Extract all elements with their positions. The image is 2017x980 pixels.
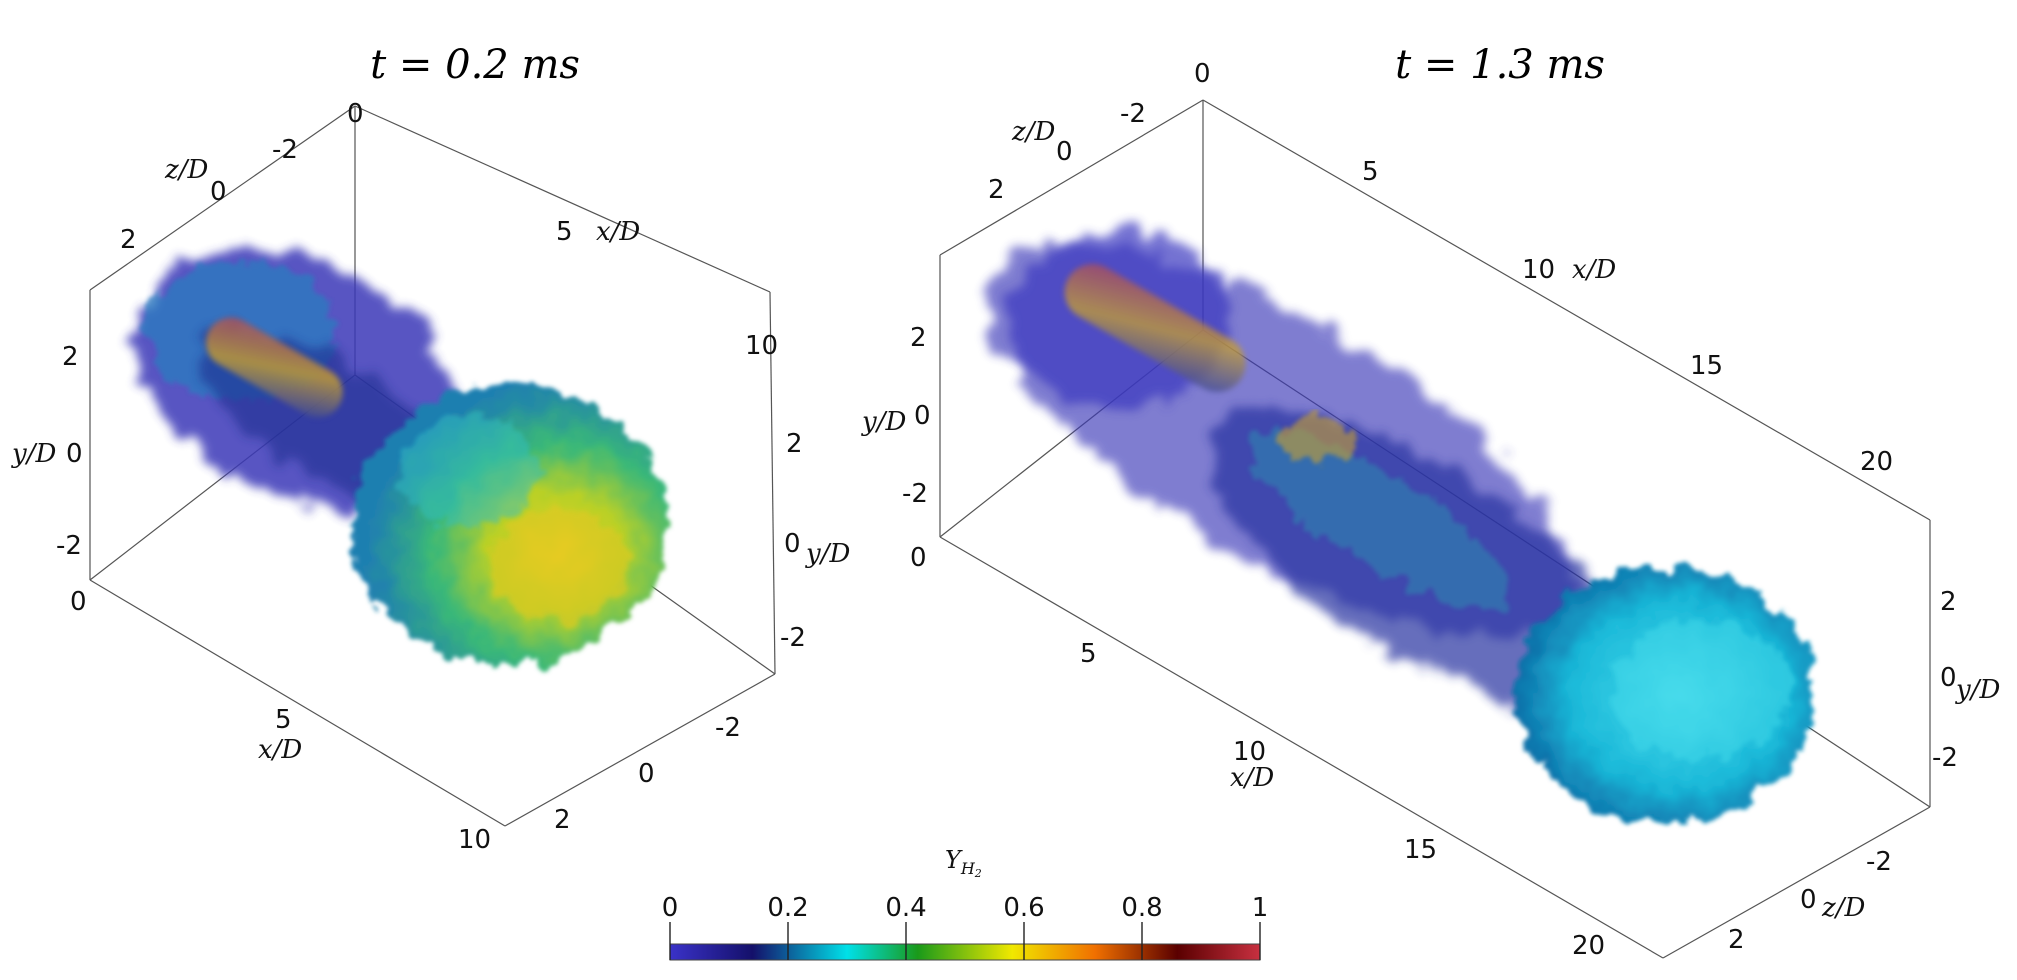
left-y-left-tick: -2 <box>56 531 82 561</box>
colorbar-ticks: 0 0.2 0.4 0.6 0.8 1 <box>662 893 1269 960</box>
left-x-top-axis: 5 x/D 10 <box>556 217 778 361</box>
left-z-bottom-tick: 2 <box>554 805 571 835</box>
right-y-left-tick: 0 <box>914 401 931 431</box>
left-origin-top: 0 <box>347 99 364 129</box>
right-y-left-tick: -2 <box>902 479 928 509</box>
left-y-right-tick: -2 <box>780 623 806 653</box>
left-y-left-tick: 2 <box>62 342 79 372</box>
left-y-left-axis: 2 y/D 0 -2 0 <box>11 342 87 617</box>
right-z-top-axis: z/D 2 0 -2 0 <box>988 59 1211 205</box>
left-x-bottom-tick: 10 <box>458 825 491 855</box>
left-z-top-axis: z/D 2 0 -2 0 <box>120 99 364 255</box>
panel-right-title: t = 1.3 ms <box>1395 42 1605 88</box>
right-y-left-axis: 2 y/D 0 -2 0 <box>861 323 931 573</box>
colorbar-tick-label: 0.6 <box>1003 893 1044 923</box>
right-y-right-tick: -2 <box>1932 743 1958 773</box>
right-z-top-tick: -2 <box>1120 99 1146 129</box>
left-z-top-tick: 0 <box>210 177 227 207</box>
left-y-right-tick: 0 <box>784 529 801 559</box>
right-x-top-label: x/D <box>1572 255 1616 285</box>
colorbar-gradient <box>669 943 1261 961</box>
right-y-right-axis: 2 0 y/D -2 <box>1932 587 2000 773</box>
left-y-right-tick: 2 <box>786 429 803 459</box>
panel-left-title: t = 0.2 ms <box>370 42 580 88</box>
right-x-top-tick: 5 <box>1362 157 1379 187</box>
right-origin-left: 0 <box>910 543 927 573</box>
right-x-top-axis: 5 10 x/D 15 20 <box>1362 157 1893 477</box>
right-z-bottom-tick: -2 <box>1866 847 1892 877</box>
right-z-bottom-tick: 2 <box>1728 925 1745 955</box>
left-y-right-axis: 2 0 y/D -2 <box>780 429 850 653</box>
right-x-top-tick: 20 <box>1860 447 1893 477</box>
left-x-top-tick: 5 <box>556 217 573 247</box>
right-x-bottom-tick: 15 <box>1404 835 1437 865</box>
left-y-right-label: y/D <box>805 539 850 569</box>
left-x-bottom-axis: 5 x/D 10 <box>258 705 491 855</box>
right-x-top-tick: 15 <box>1690 351 1723 381</box>
colorbar-tick-label: 1 <box>1252 893 1269 923</box>
left-z-top-tick: -2 <box>272 135 298 165</box>
right-x-top-tick: 10 <box>1522 255 1555 285</box>
right-z-bottom-label: z/D <box>1821 893 1865 923</box>
right-y-left-tick: 2 <box>910 323 927 353</box>
left-y-left-tick: 0 <box>66 439 83 469</box>
left-z-top-tick: 2 <box>120 225 137 255</box>
left-x-top-label: x/D <box>596 217 640 247</box>
right-z-bottom-axis: -2 0 z/D 2 <box>1728 847 1892 955</box>
left-x-top-tick: 10 <box>745 331 778 361</box>
right-y-right-tick: 2 <box>1940 587 1957 617</box>
left-x-bottom-label: x/D <box>258 735 302 765</box>
right-x-bottom-label: x/D <box>1230 763 1274 793</box>
left-z-bottom-axis: -2 0 2 <box>554 713 741 835</box>
right-y-right-label: y/D <box>1955 675 2000 705</box>
right-y-left-label: y/D <box>861 407 906 437</box>
colorbar-tick-label: 0.8 <box>1121 893 1162 923</box>
colorbar-tick-label: 0.4 <box>885 893 926 923</box>
right-z-top-tick: 2 <box>988 175 1005 205</box>
right-z-top-label: z/D <box>1011 117 1055 147</box>
colorbar-tick-label: 0.2 <box>767 893 808 923</box>
right-x-bottom-tick: 5 <box>1080 639 1097 669</box>
colorbar: YH2 0 0.2 0.4 0.6 0.8 1 <box>662 846 1269 961</box>
left-origin-left: 0 <box>70 587 87 617</box>
left-y-left-label: y/D <box>11 439 56 469</box>
colorbar-label: YH2 <box>945 846 982 880</box>
left-x-bottom-tick: 5 <box>275 705 292 735</box>
right-z-top-tick: 0 <box>1056 137 1073 167</box>
right-jet-plume <box>987 230 1815 823</box>
left-z-bottom-tick: -2 <box>715 713 741 743</box>
right-x-bottom-axis: 5 10 x/D 15 20 <box>1080 639 1605 961</box>
colorbar-tick-label: 0 <box>662 893 679 923</box>
panel-left: t = 0.2 ms z/D 2 0 -2 <box>11 42 850 855</box>
left-jet-plume <box>136 249 668 665</box>
right-y-right-tick: 0 <box>1940 663 1957 693</box>
left-z-top-label: z/D <box>164 155 208 185</box>
right-origin-top: 0 <box>1194 59 1211 89</box>
left-z-bottom-tick: 0 <box>638 759 655 789</box>
right-x-bottom-tick: 20 <box>1572 931 1605 961</box>
right-z-bottom-tick: 0 <box>1800 885 1817 915</box>
right-x-bottom-tick: 10 <box>1233 737 1266 767</box>
panel-right: t = 1.3 ms z/D 2 0 -2 0 <box>861 42 2000 961</box>
